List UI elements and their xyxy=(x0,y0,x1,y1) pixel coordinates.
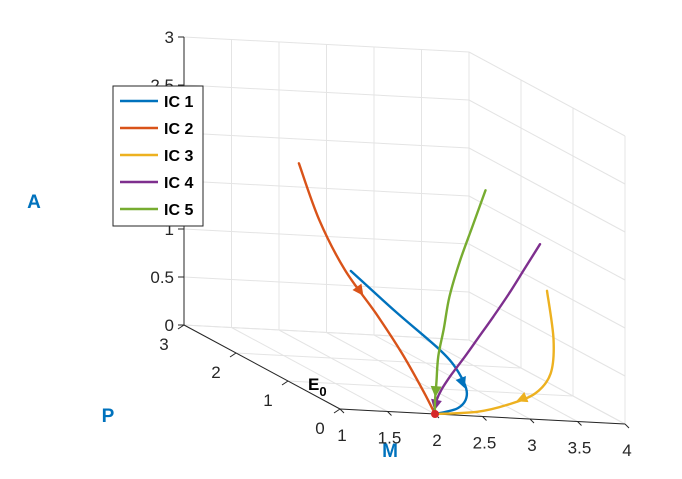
x-tick-label: 1.5 xyxy=(378,429,402,448)
grid-floor-y xyxy=(287,380,574,397)
legend-label-ic-2: IC 2 xyxy=(164,121,193,138)
y-tick-label: 2 xyxy=(211,363,220,382)
grid-back-z xyxy=(183,84,470,101)
x-tick-mark xyxy=(624,423,630,429)
series-line-ic-3 xyxy=(433,289,555,416)
z-tick-label: 1 xyxy=(165,220,174,239)
x-tick-mark xyxy=(529,418,535,424)
grid-back-z xyxy=(183,36,470,53)
y-tick-label: 1 xyxy=(263,391,272,410)
y-tick-mark xyxy=(229,352,237,358)
y-axis-label: P xyxy=(102,406,115,427)
z-tick-label: 0.5 xyxy=(150,268,174,287)
x-tick-label: 3.5 xyxy=(568,439,592,458)
equilibrium-point xyxy=(431,410,439,418)
series-arrow-ic-5 xyxy=(430,385,442,398)
x-tick-label: 1 xyxy=(337,426,346,445)
series-arrow-ic-1 xyxy=(455,376,466,389)
grid-floor-x xyxy=(231,327,388,412)
grid-side-z xyxy=(468,147,626,233)
series-line-ic-1 xyxy=(349,269,469,416)
series-arrow-ic-2 xyxy=(352,283,364,296)
grid-back-z xyxy=(183,132,470,149)
equilibrium-label-main: E xyxy=(308,375,319,394)
x-axis-label: M xyxy=(382,441,398,462)
legend-label-ic-5: IC 5 xyxy=(164,202,193,219)
z-axis-label: A xyxy=(27,192,41,213)
grid-side-z xyxy=(468,51,626,137)
y-tick-label: 0 xyxy=(315,419,324,438)
x-tick-label: 4 xyxy=(622,441,631,460)
y-tick-label: 3 xyxy=(159,335,168,354)
series-arrow-ic-3 xyxy=(516,391,529,403)
grid-side-z xyxy=(468,243,626,329)
grid-side-z xyxy=(468,99,626,185)
grid-side-z xyxy=(468,291,626,377)
series-line-ic-4 xyxy=(433,243,542,416)
grid-layer xyxy=(183,36,626,425)
grid-side-z xyxy=(468,195,626,281)
legend-label-ic-4: IC 4 xyxy=(164,175,193,192)
z-tick-label: 3 xyxy=(165,28,174,47)
grid-floor-x xyxy=(421,337,578,422)
grid-back-z xyxy=(183,276,470,293)
y-tick-mark xyxy=(281,380,289,386)
x-tick-mark xyxy=(482,416,487,421)
z-tick-label: 0 xyxy=(165,316,174,335)
x-tick-mark xyxy=(387,411,392,416)
legend: IC 1 IC 2 IC 3 IC 4 IC 5 xyxy=(112,85,204,227)
labels-layer: A P M E0 xyxy=(27,192,398,462)
grid-floor-x xyxy=(326,332,483,417)
grid-back-z xyxy=(183,324,470,341)
x-tick-mark xyxy=(577,421,582,426)
x-tick-mark xyxy=(339,408,345,414)
series-line-ic-2 xyxy=(297,162,437,416)
grid-floor-x xyxy=(278,329,436,415)
x-tick-label: 3 xyxy=(527,436,536,455)
y-tick-mark xyxy=(333,408,341,414)
equilibrium-label-subscript: 0 xyxy=(319,384,326,399)
y-tick-mark xyxy=(177,324,185,330)
x-tick-label: 2.5 xyxy=(473,434,497,453)
series-layer xyxy=(297,162,555,418)
x-tick-label: 2 xyxy=(432,431,441,450)
legend-label-ic-1: IC 1 xyxy=(164,94,193,111)
grid-floor-y xyxy=(235,352,522,369)
legend-label-ic-3: IC 3 xyxy=(164,148,193,165)
grid-back-z xyxy=(183,180,470,197)
y-axis-line xyxy=(183,324,341,410)
equilibrium-label: E0 xyxy=(308,375,327,399)
